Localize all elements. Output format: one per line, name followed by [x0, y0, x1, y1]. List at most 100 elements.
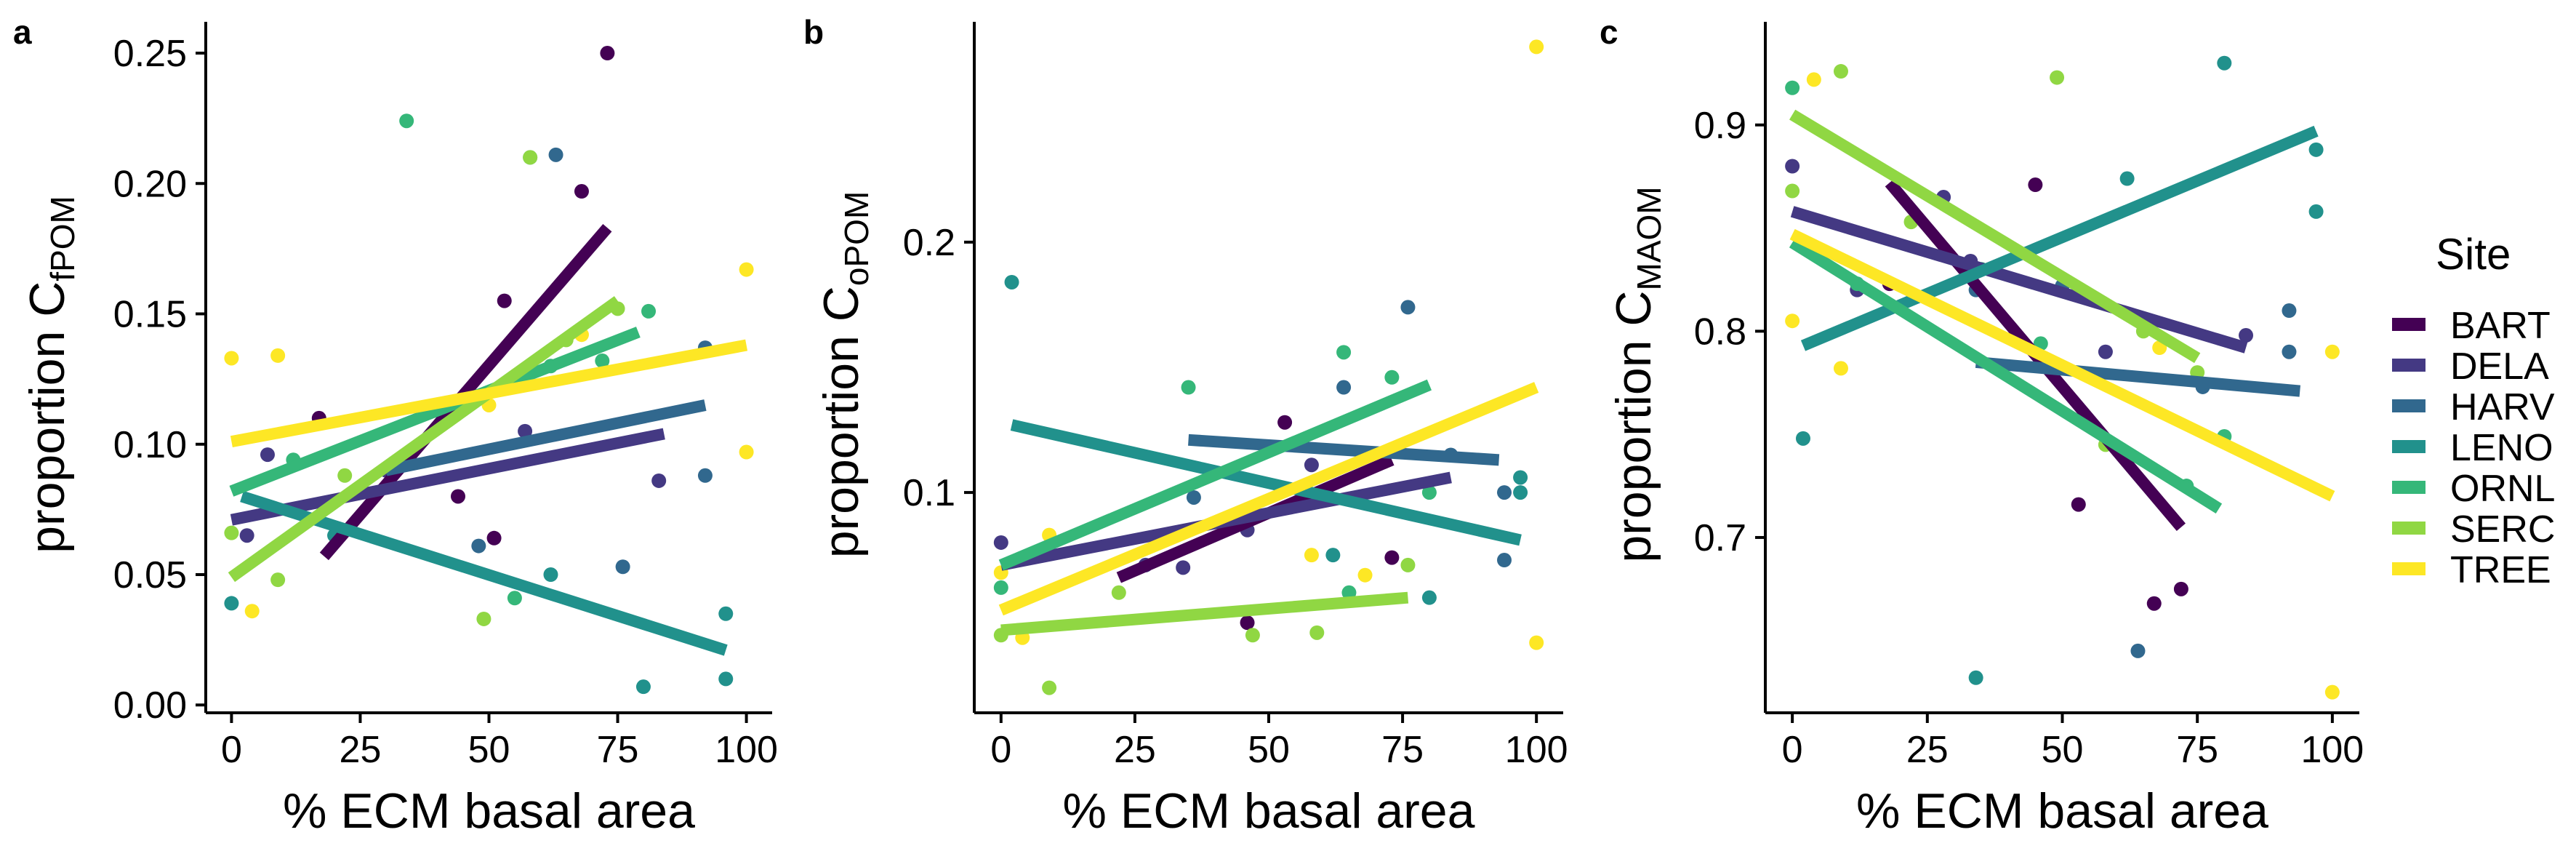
point-tree — [2324, 344, 2340, 359]
point-leno — [718, 671, 734, 687]
point-ornl — [595, 353, 610, 369]
point-dela — [993, 535, 1008, 550]
panel-tag: c — [1600, 13, 1618, 51]
point-harv — [2130, 643, 2146, 658]
y-axis-title-subscript: fPOM — [44, 196, 81, 281]
point-dela — [260, 447, 275, 463]
point-tree — [2324, 684, 2340, 700]
legend-label-ornl: ORNL — [2450, 468, 2555, 510]
point-bart — [1277, 415, 1293, 430]
point-harv — [615, 559, 630, 575]
point-tree — [739, 262, 754, 277]
x-tick-label: 50 — [2042, 729, 2084, 771]
point-ornl — [1384, 369, 1400, 385]
fit-line-ornl — [998, 379, 1432, 571]
y-tick-label: 0.10 — [113, 424, 187, 466]
fit-line-dela — [230, 428, 665, 526]
fit-line-serc — [228, 296, 622, 583]
x-axis-title: % ECM basal area — [1063, 783, 1475, 839]
x-tick-label: 25 — [1114, 729, 1156, 771]
y-tick-label: 0.1 — [903, 472, 955, 514]
fit-line-tree — [998, 382, 1539, 616]
y-tick-label: 0.25 — [113, 33, 187, 75]
point-tree — [1304, 548, 1319, 563]
x-tick-label: 100 — [2300, 729, 2364, 771]
y-axis-title: proportion CfPOM — [20, 196, 81, 554]
y-tick-label: 0.9 — [1694, 105, 1746, 147]
point-bart — [574, 184, 589, 199]
fit-line-harv — [1975, 356, 2301, 397]
point-leno — [2217, 55, 2232, 71]
point-harv — [1186, 490, 1201, 505]
point-serc — [337, 468, 353, 483]
legend-label-serc: SERC — [2450, 508, 2555, 551]
fit-line-tree — [230, 339, 748, 448]
x-tick-label: 50 — [1248, 729, 1290, 771]
legend-label-dela: DELA — [2450, 345, 2549, 388]
point-harv — [1400, 300, 1416, 315]
legend-key-bart — [2392, 318, 2425, 331]
legend-label-harv: HARV — [2450, 386, 2555, 428]
point-leno — [635, 679, 651, 695]
point-harv — [1336, 380, 1352, 395]
fit-line-ornl — [1789, 237, 2223, 514]
point-bart — [2173, 581, 2188, 596]
x-tick-label: 75 — [2176, 729, 2218, 771]
point-bart — [600, 46, 615, 61]
point-ornl — [993, 580, 1008, 595]
point-ornl — [1336, 345, 1352, 360]
y-axis-title-subscript: oPOM — [838, 191, 875, 286]
point-leno — [2308, 204, 2324, 219]
y-axis-title-main: proportion C — [1606, 290, 1661, 562]
point-ornl — [1421, 485, 1437, 500]
point-harv — [2282, 344, 2297, 359]
x-tick-label: 75 — [1381, 729, 1424, 771]
point-leno — [1325, 548, 1341, 563]
point-leno — [1513, 485, 1528, 500]
point-serc — [476, 611, 491, 626]
point-harv — [2282, 303, 2297, 319]
legend-label-tree: TREE — [2450, 549, 2551, 591]
fit-line-harv — [385, 399, 707, 476]
point-leno — [543, 567, 558, 582]
point-harv — [471, 538, 486, 554]
y-tick-label: 0.20 — [113, 163, 187, 205]
y-axis-title-subscript: MAOM — [1630, 186, 1668, 290]
point-dela — [2239, 328, 2254, 343]
point-serc — [1833, 64, 1848, 79]
legend-key-harv — [2392, 399, 2425, 412]
fit-line-leno — [240, 490, 728, 656]
x-axis-title: % ECM basal area — [1856, 783, 2268, 839]
fit-line-serc — [1789, 109, 2201, 364]
point-serc — [224, 525, 239, 540]
point-serc — [1245, 628, 1260, 643]
point-ornl — [507, 591, 522, 606]
point-tree — [244, 604, 260, 619]
y-tick-label: 0.7 — [1694, 517, 1746, 559]
point-leno — [224, 596, 239, 611]
point-leno — [1004, 274, 1019, 289]
legend-key-ornl — [2392, 481, 2425, 494]
fit-line-harv — [1188, 434, 1500, 466]
point-harv — [1497, 485, 1512, 500]
point-tree — [1529, 635, 1544, 650]
point-bart — [486, 530, 502, 546]
point-serc — [1785, 183, 1800, 199]
point-leno — [2119, 171, 2135, 186]
legend-title: Site — [2436, 230, 2511, 279]
point-leno — [2308, 142, 2324, 157]
point-tree — [1833, 361, 1848, 376]
fit-line-dela — [1790, 206, 2248, 353]
y-tick-label: 0.05 — [113, 554, 187, 596]
point-leno — [718, 606, 734, 621]
panel-b: b 0 25 50 75 100 0.1 0.2 % ECM basal area proport… — [803, 13, 1568, 839]
fit-line-leno — [1010, 419, 1522, 546]
point-tree — [224, 351, 239, 366]
point-dela — [239, 528, 254, 543]
point-tree — [739, 444, 754, 460]
point-bart — [2146, 596, 2162, 611]
point-ornl — [1785, 80, 1800, 95]
